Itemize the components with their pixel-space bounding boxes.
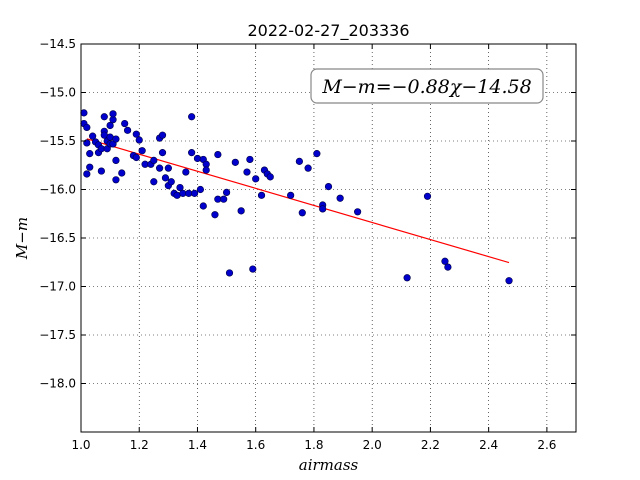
y-tick-label: −15.5 (39, 134, 76, 148)
y-tick-label: −17.5 (39, 328, 76, 342)
data-point (150, 156, 158, 164)
data-points (80, 109, 513, 285)
annotation-box (310, 68, 544, 104)
data-point (257, 191, 266, 199)
data-point (182, 168, 190, 176)
data-point (222, 188, 231, 197)
data-point (336, 194, 344, 202)
data-point (83, 123, 91, 132)
chart-title: 2022-02-27_203336 (247, 21, 409, 41)
data-point (423, 192, 432, 200)
data-point (158, 149, 167, 157)
data-point (403, 274, 411, 282)
data-point (86, 150, 94, 158)
x-tick-label: 1.2 (130, 438, 149, 452)
data-point (190, 189, 199, 197)
data-point (100, 113, 108, 121)
y-tick-label: −15.0 (39, 86, 76, 100)
fit-annotation: M−m=−0.88χ−14.58 (310, 68, 544, 104)
data-point (220, 195, 228, 203)
x-tick-label: 1.6 (246, 438, 265, 452)
data-point (112, 135, 120, 143)
data-point (176, 183, 184, 192)
axis-ticks: 1.0 1.2 1.4 1.6 1.8 2.0 2.2 2.4 2.6 −14.5 −15.0 −15… (39, 37, 576, 452)
data-point (89, 132, 97, 140)
data-point (287, 191, 295, 199)
x-tick-label: 2.4 (479, 438, 498, 452)
y-tick-label: −17.0 (39, 280, 76, 294)
data-point (266, 173, 274, 181)
y-tick-label: −14.5 (39, 37, 76, 51)
data-point (135, 136, 143, 144)
x-axis-label: airmass (299, 456, 359, 474)
data-point (112, 176, 120, 184)
data-point (106, 121, 114, 130)
x-tick-label: 2.6 (537, 438, 556, 452)
data-point (188, 113, 196, 121)
y-axis-label: M−m (13, 217, 31, 260)
data-point (441, 257, 449, 265)
data-point (298, 209, 306, 217)
data-point (121, 119, 129, 128)
data-point (225, 269, 234, 277)
data-point (80, 109, 88, 117)
data-point (246, 155, 254, 164)
data-point (132, 153, 140, 162)
data-point (505, 277, 513, 285)
data-point (109, 110, 117, 118)
data-point (193, 154, 202, 163)
data-point (295, 157, 303, 165)
data-point (249, 265, 257, 273)
data-point (444, 263, 452, 271)
x-tick-label: 1.0 (71, 438, 90, 452)
data-point (150, 178, 158, 186)
data-point (83, 170, 91, 178)
y-tick-label: −18.0 (39, 377, 76, 391)
x-tick-label: 2.2 (421, 438, 440, 452)
y-tick-label: −16.0 (39, 183, 76, 197)
data-point (196, 185, 204, 194)
data-point (156, 164, 164, 172)
data-point (214, 150, 222, 159)
data-point (319, 205, 327, 213)
data-point (97, 167, 105, 175)
data-point (324, 182, 333, 191)
data-point (243, 168, 251, 176)
x-tick-label: 1.4 (188, 438, 207, 452)
data-point (86, 163, 94, 171)
y-tick-label: −16.5 (39, 231, 76, 245)
data-point (112, 156, 120, 164)
data-point (123, 126, 132, 134)
x-tick-label: 1.8 (304, 438, 323, 452)
data-point (202, 166, 210, 174)
data-point (199, 202, 207, 210)
data-point (132, 130, 140, 138)
data-point (158, 131, 167, 139)
data-point (164, 164, 172, 172)
data-point (313, 150, 321, 158)
data-point (167, 178, 175, 186)
data-point (304, 164, 312, 172)
data-point (231, 158, 239, 166)
data-point (138, 147, 146, 155)
data-point (211, 211, 219, 219)
data-point (354, 208, 362, 216)
data-point (252, 175, 260, 183)
data-point (161, 174, 170, 182)
data-point (237, 207, 245, 215)
data-point (188, 149, 196, 157)
x-tick-label: 2.0 (363, 438, 382, 452)
annotation-text: M−m=−0.88χ−14.58 (321, 76, 531, 98)
data-point (118, 169, 126, 177)
